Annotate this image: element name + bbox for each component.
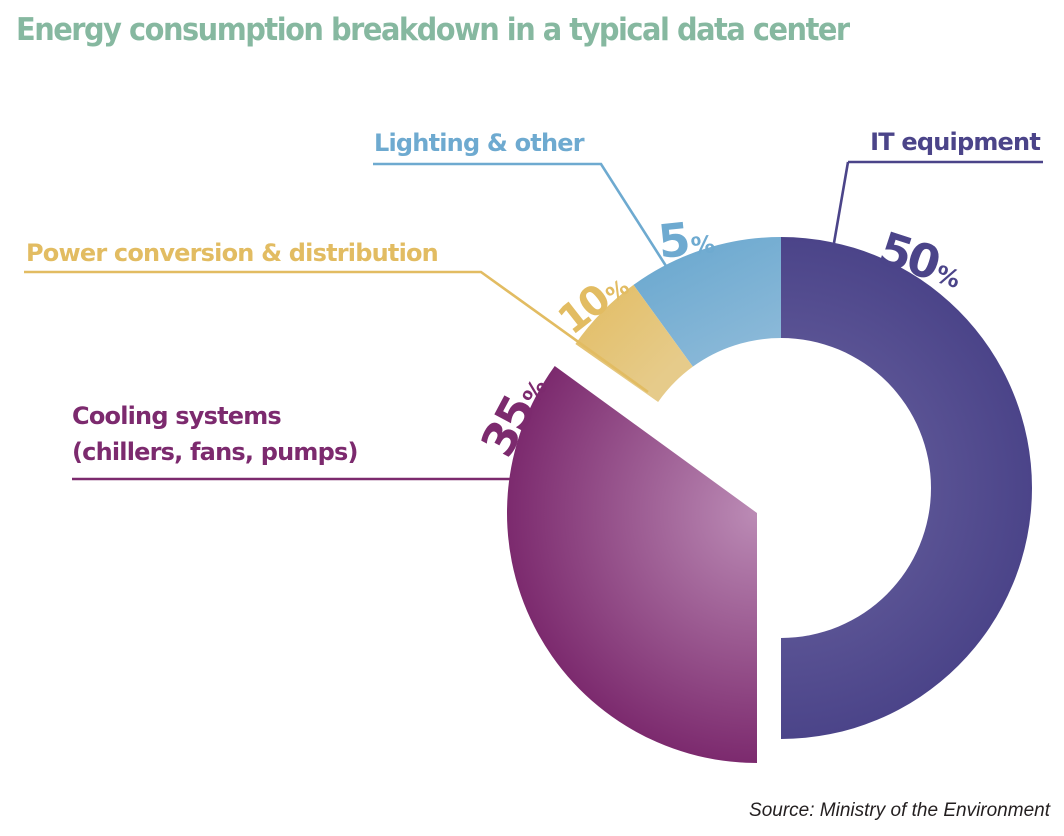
slices-layer — [507, 237, 1032, 763]
slice-it-equipment — [781, 237, 1032, 739]
leader-line-lighting-other — [373, 162, 668, 267]
label-lighting-other: Lighting & other — [374, 129, 585, 157]
pct-label-it-equipment-percent-sign: % — [932, 260, 963, 294]
source-note: Source: Ministry of the Environment — [749, 800, 1050, 821]
label-it-equipment: IT equipment — [870, 128, 1040, 156]
pct-label-lighting-other-percent-sign: % — [690, 230, 717, 260]
slice-lighting-other — [633, 237, 781, 367]
leader-lines-layer — [24, 160, 1043, 481]
label-cooling-systems-line-1: Cooling systems — [72, 402, 281, 430]
leader-line-it-equipment-diagonal — [832, 161, 850, 244]
chart-title: Energy consumption breakdown in a typica… — [16, 12, 850, 48]
slice-power-conversion — [575, 284, 693, 402]
leader-line-power-conversion — [24, 270, 649, 394]
label-cooling-systems-line-2: (chillers, fans, pumps) — [72, 438, 358, 466]
label-power-conversion: Power conversion & distribution — [26, 239, 438, 267]
slice-cooling-systems — [507, 366, 757, 763]
